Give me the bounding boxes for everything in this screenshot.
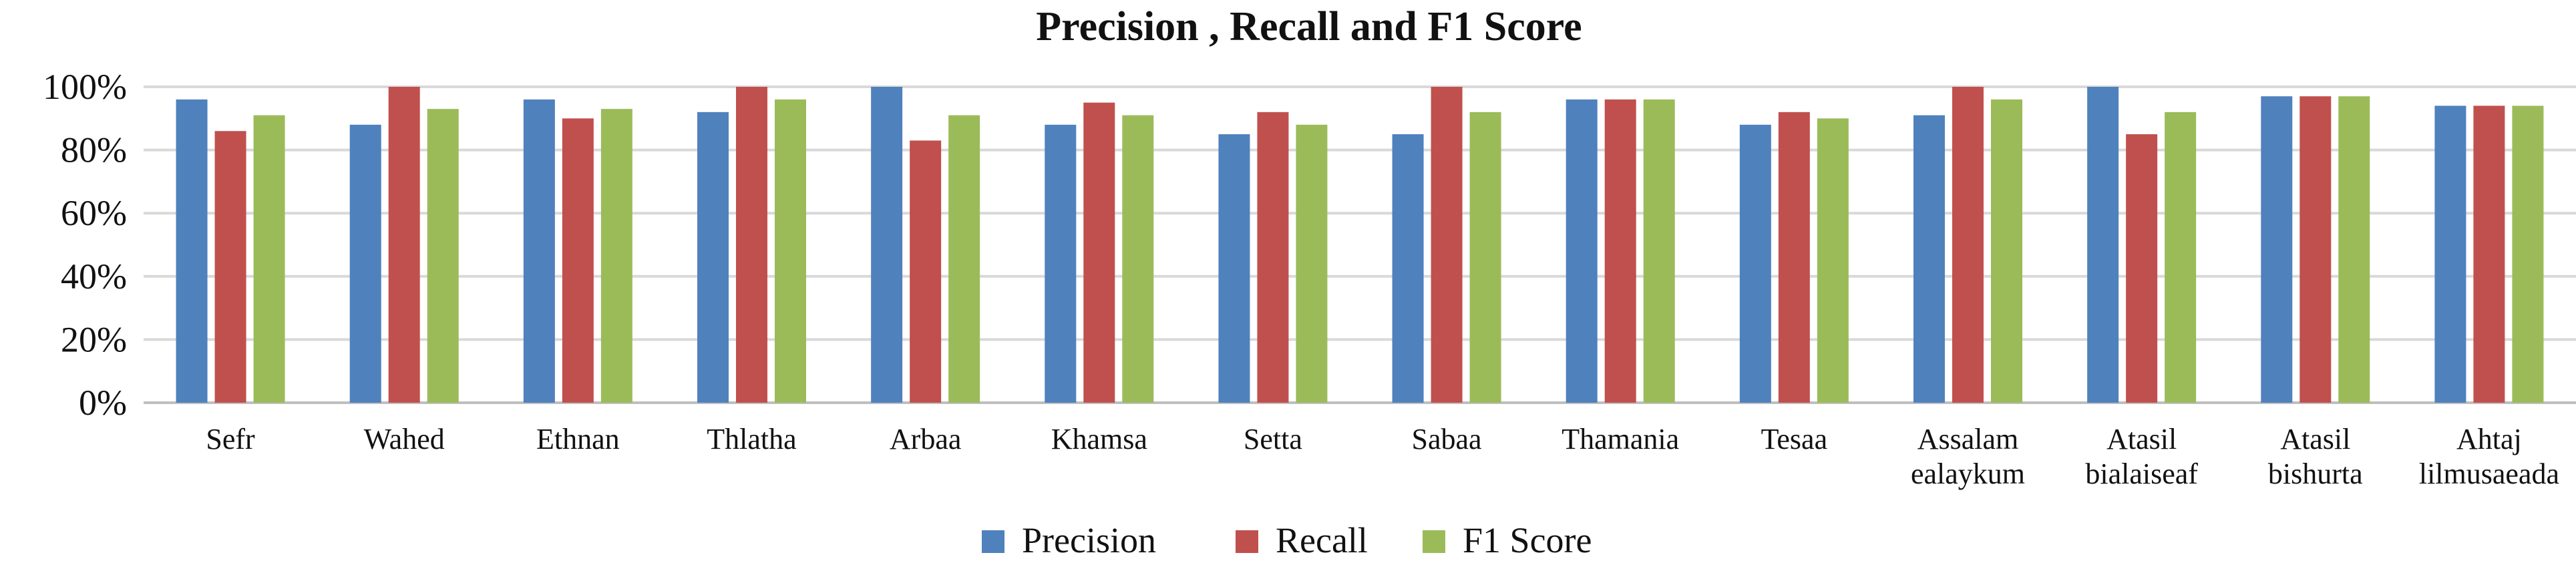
bar-precision-5 bbox=[1045, 124, 1077, 403]
chart-title: Precision , Recall and F1 Score bbox=[1036, 4, 1582, 49]
x-axis: Sefr Wahed Ethnan Thlatha Arbaa Khamsa Setta Sa… bbox=[206, 423, 2559, 490]
category-label-line: Ethnan bbox=[536, 423, 620, 455]
category-label-line: bialaiseaf bbox=[2085, 457, 2198, 490]
legend-label: F1 Score bbox=[1463, 520, 1592, 560]
bar-f1-score-7 bbox=[1469, 112, 1501, 403]
bar-precision-2 bbox=[523, 99, 555, 403]
bar-precision-7 bbox=[1392, 134, 1424, 403]
bar-recall-11 bbox=[2126, 134, 2158, 403]
bar-precision-13 bbox=[2434, 106, 2466, 403]
bar-recall-5 bbox=[1083, 102, 1115, 403]
bar-f1-score-8 bbox=[1643, 99, 1675, 403]
legend-swatch-precision bbox=[982, 530, 1004, 553]
bar-recall-13 bbox=[2473, 106, 2505, 403]
bar-recall-3 bbox=[736, 87, 767, 403]
bars-layer bbox=[176, 87, 2544, 403]
legend-label: Recall bbox=[1276, 520, 1368, 560]
bar-precision-12 bbox=[2261, 96, 2293, 403]
bar-recall-7 bbox=[1431, 87, 1463, 403]
category-label: Thlatha bbox=[707, 423, 796, 455]
legend-swatch-f1-score bbox=[1423, 530, 1445, 553]
bar-recall-2 bbox=[562, 118, 594, 403]
category-label-line: bishurta bbox=[2268, 457, 2363, 490]
bar-precision-8 bbox=[1566, 99, 1598, 403]
bar-precision-3 bbox=[697, 112, 729, 403]
bar-recall-4 bbox=[910, 140, 942, 403]
category-label-line: Sabaa bbox=[1412, 423, 1482, 455]
bar-recall-8 bbox=[1604, 99, 1636, 403]
category-label: Atasil bishurta bbox=[2268, 423, 2363, 490]
y-tick-label: 40% bbox=[61, 256, 127, 297]
bar-precision-11 bbox=[2087, 87, 2119, 403]
legend: Precision Recall F1 Score bbox=[982, 520, 1592, 560]
bar-recall-0 bbox=[214, 131, 246, 403]
category-label: Setta bbox=[1244, 423, 1302, 455]
category-label: Ahtaj lilmusaeada bbox=[2419, 423, 2559, 490]
bar-precision-6 bbox=[1218, 134, 1250, 403]
category-label-line: Thlatha bbox=[707, 423, 796, 455]
category-label-line: Tesaa bbox=[1761, 423, 1828, 455]
bar-f1-score-12 bbox=[2338, 96, 2370, 403]
y-axis: 0% 20% 40% 60% 80% 100% bbox=[43, 67, 127, 423]
bar-recall-6 bbox=[1257, 112, 1289, 403]
category-label: Sabaa bbox=[1412, 423, 1482, 455]
category-label: Tesaa bbox=[1761, 423, 1828, 455]
category-label-line: Thamania bbox=[1561, 423, 1679, 455]
bar-recall-12 bbox=[2299, 96, 2332, 403]
bar-f1-score-4 bbox=[948, 115, 980, 403]
category-label: Sefr bbox=[206, 423, 255, 455]
bar-f1-score-6 bbox=[1296, 124, 1328, 403]
category-label: Khamsa bbox=[1051, 423, 1147, 455]
bar-f1-score-3 bbox=[775, 99, 806, 403]
category-label-line: ealaykum bbox=[1911, 457, 2025, 490]
category-label: Arbaa bbox=[890, 423, 962, 455]
category-label-line: Assalam bbox=[1917, 423, 2019, 455]
bar-f1-score-11 bbox=[2165, 112, 2197, 403]
bar-f1-score-1 bbox=[427, 109, 459, 403]
bar-recall-9 bbox=[1778, 112, 1810, 403]
grid-layer bbox=[144, 85, 2576, 404]
bar-f1-score-10 bbox=[1991, 99, 2022, 403]
y-tick-label: 0% bbox=[79, 383, 127, 423]
bar-precision-4 bbox=[871, 87, 903, 403]
category-label-line: lilmusaeada bbox=[2419, 457, 2559, 490]
bar-f1-score-13 bbox=[2512, 106, 2544, 403]
category-label-line: Arbaa bbox=[890, 423, 962, 455]
legend-swatch-recall bbox=[1236, 530, 1258, 553]
category-label: Atasil bialaiseaf bbox=[2085, 423, 2198, 490]
category-label: Wahed bbox=[364, 423, 445, 455]
legend-label: Precision bbox=[1022, 520, 1156, 560]
bar-f1-score-5 bbox=[1122, 115, 1154, 403]
y-tick-label: 60% bbox=[61, 193, 127, 233]
category-label-line: Wahed bbox=[364, 423, 445, 455]
category-label: Assalam ealaykum bbox=[1911, 423, 2025, 490]
y-tick-label: 80% bbox=[61, 130, 127, 170]
bar-precision-1 bbox=[349, 124, 381, 403]
bar-precision-0 bbox=[176, 99, 208, 403]
bar-f1-score-0 bbox=[253, 115, 285, 403]
bar-f1-score-2 bbox=[600, 109, 632, 403]
category-label-line: Atasil bbox=[2280, 423, 2350, 455]
category-label: Ethnan bbox=[536, 423, 620, 455]
bar-recall-1 bbox=[388, 87, 420, 403]
category-label-line: Atasil bbox=[2106, 423, 2177, 455]
category-label: Thamania bbox=[1561, 423, 1679, 455]
category-label-line: Setta bbox=[1244, 423, 1302, 455]
bar-precision-9 bbox=[1739, 124, 1771, 403]
category-label-line: Sefr bbox=[206, 423, 255, 455]
category-label-line: Khamsa bbox=[1051, 423, 1147, 455]
bar-precision-10 bbox=[1913, 115, 1945, 403]
bar-recall-10 bbox=[1952, 87, 1984, 403]
y-tick-label: 100% bbox=[43, 67, 127, 107]
y-tick-label: 20% bbox=[61, 319, 127, 359]
bar-f1-score-9 bbox=[1817, 118, 1849, 403]
category-label-line: Ahtaj bbox=[2456, 423, 2522, 455]
